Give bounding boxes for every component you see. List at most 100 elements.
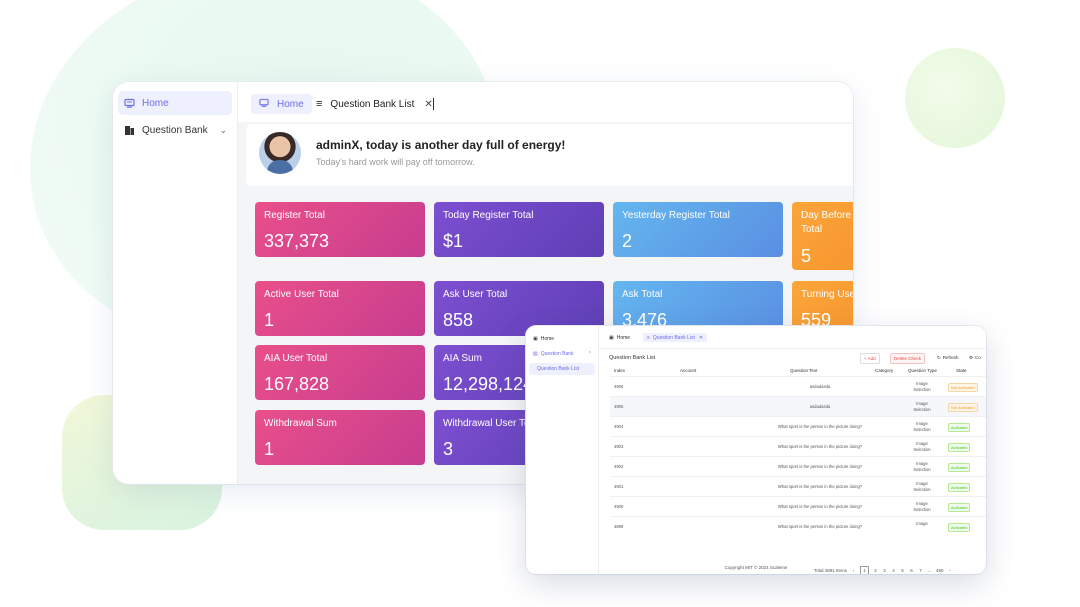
delete-check-button[interactable]: Delete Check [890, 353, 926, 364]
stat-card-aia-user-total[interactable]: AIA User Total 167,828 [255, 345, 425, 400]
cell-index: 4903 [614, 444, 624, 449]
cell-question-type: Image [916, 521, 928, 526]
stat-value: $1 [443, 231, 464, 251]
background-circle [905, 48, 1005, 148]
page-button[interactable]: 4 [892, 568, 895, 573]
stat-value: 559 [801, 310, 832, 330]
tab-home[interactable]: Home [251, 94, 312, 114]
status-badge: Activated [948, 503, 971, 512]
pagination: Total 4891 Items ‹ 1 2 3 4 5 6 7... 490 › [814, 566, 953, 574]
table-row[interactable]: 4902 What sport is the person in the pict… [610, 456, 986, 477]
status-badge: Activated [948, 423, 971, 432]
cell-index: 4904 [614, 424, 624, 429]
cell-question-type: Image Selection [913, 421, 931, 432]
stat-card-yesterday-register-total[interactable]: Yesterday Register Total 2 [613, 202, 783, 257]
close-icon[interactable]: ✕ [424, 98, 433, 110]
cell-question-type: Image Selection [913, 461, 931, 472]
stat-value: 1 [264, 310, 275, 330]
columns-button[interactable]: ⚙ Co [966, 353, 984, 362]
sidebar-item-question-bank[interactable]: ▧ Question Bank ⌃ [529, 348, 595, 360]
tab-bar: ▣ Home ≡ Question Bank List ✕ [599, 326, 986, 349]
panel-title: Question Bank List [609, 355, 656, 361]
sidebar-item-question-bank[interactable]: Question Bank ⌄ [118, 118, 232, 142]
page-button[interactable]: 5 [901, 568, 904, 573]
tab-bar: Home ≡ Question Bank List ✕ [238, 82, 853, 122]
stat-label: Ask Total [622, 289, 663, 300]
sidebar-item-question-bank-list[interactable]: Question Bank List [529, 363, 595, 375]
sidebar-item-home[interactable]: ▣ Home [529, 333, 595, 345]
stat-card-active-user-total[interactable]: Active User Total 1 [255, 281, 425, 336]
home-icon [259, 98, 269, 111]
table-row[interactable]: 4905 asdadasda Image Selection Not Activate… [610, 396, 986, 417]
stat-label: Yesterday Register Total [622, 210, 730, 221]
stat-label: Active User Total [264, 289, 339, 300]
page-button[interactable]: 1 [860, 566, 870, 574]
stat-value: 3,476 [622, 310, 668, 330]
column-header: State [956, 368, 967, 373]
home-icon [124, 98, 135, 109]
stat-card-withdrawal-sum[interactable]: Withdrawal Sum 1 [255, 410, 425, 465]
status-badge: Activated [948, 443, 971, 452]
prev-page-icon[interactable]: ‹ [852, 568, 855, 573]
avatar [259, 132, 301, 174]
column-header: Index [614, 368, 626, 373]
stat-label: AIA Sum [443, 353, 482, 364]
page-button[interactable]: 490 [936, 568, 944, 573]
text-cursor [433, 98, 434, 110]
sidebar-item-label: Home [540, 336, 555, 342]
page-button[interactable]: 6 [910, 568, 913, 573]
cell-question-type: Image Selection [913, 501, 931, 512]
column-header: Question Text [790, 368, 818, 373]
sidebar-item-home[interactable]: Home [118, 91, 232, 115]
question-bank-panel: Question Bank List + Add Delete Check ↻ … [604, 350, 986, 574]
cell-question-type: Image Selection [913, 381, 931, 392]
next-page-icon[interactable]: › [949, 568, 951, 573]
table-row[interactable]: 4904 What sport is the person in the pict… [610, 416, 986, 437]
add-button[interactable]: + Add [860, 353, 880, 364]
tab-home[interactable]: ▣ Home [609, 333, 630, 342]
refresh-button[interactable]: ↻ Refresh [934, 353, 962, 362]
page-button[interactable]: 2 [874, 568, 877, 573]
page-button[interactable]: ... [927, 568, 932, 573]
tab-question-bank-list[interactable]: ≡ Question Bank List ✕ [643, 333, 708, 342]
table-row[interactable]: 4899 What sport is the person in the pict… [610, 516, 986, 537]
sidebar-item-label: Question Bank List [537, 366, 579, 372]
home-icon: ▣ [533, 336, 538, 342]
button-label: Refresh [942, 355, 959, 360]
sidebar: Home Question Bank ⌄ [113, 82, 238, 484]
page-button[interactable]: 3 [883, 568, 886, 573]
stat-value: 167,828 [264, 374, 330, 394]
status-badge: Not Activated [948, 403, 978, 412]
stat-card-today-register-total[interactable]: Today Register Total $1 [434, 202, 604, 257]
cell-question-text: What sport is the person in the picture … [777, 524, 863, 529]
question-bank-window: ▣ Home ▧ Question Bank ⌃ Question Bank L… [526, 326, 986, 574]
cell-question-type: Image Selection [913, 401, 931, 412]
welcome-panel: adminX, today is another day full of ene… [246, 124, 853, 186]
cell-question-text: asdadasda [809, 404, 831, 409]
stat-card-register-total[interactable]: Register Total 337,373 [255, 202, 425, 257]
list-icon: ≡ [316, 98, 323, 110]
tab-label: Home [616, 334, 631, 341]
table-row[interactable]: 4906 asdadasda Image Selection Not Activate… [610, 376, 986, 397]
table-row[interactable]: 4903 What sport is the person in the pict… [610, 436, 986, 457]
page-button[interactable]: 7 [919, 568, 922, 573]
table-row[interactable]: 4900 What sport is the person in the pict… [610, 496, 986, 517]
cell-question-text: asdadasda [809, 384, 831, 389]
table-row[interactable]: 4901 What sport is the person in the pict… [610, 476, 986, 497]
chevron-down-icon: ⌄ [219, 124, 227, 135]
stat-card-day-before-total[interactable]: Day Before YTotal 5 [792, 202, 853, 270]
status-badge: Activated [948, 483, 971, 492]
stat-label: Withdrawal Sum [264, 418, 337, 429]
tab-question-bank-list[interactable]: ≡ Question Bank List ✕ [316, 94, 433, 114]
close-icon[interactable]: ✕ [698, 334, 704, 341]
column-header: Question Type [908, 368, 937, 373]
cell-question-text: What sport is the person in the picture … [777, 484, 863, 489]
cell-index: 4901 [614, 484, 624, 489]
status-badge: Not Activated [948, 383, 978, 392]
cell-question-type: Image Selection [913, 481, 931, 492]
cell-index: 4900 [614, 504, 624, 509]
sidebar-item-label: Question Bank [540, 351, 574, 357]
welcome-title: adminX, today is another day full of ene… [316, 138, 566, 152]
tab-label: Question Bank List [652, 334, 695, 341]
stat-value: 3 [443, 439, 454, 459]
